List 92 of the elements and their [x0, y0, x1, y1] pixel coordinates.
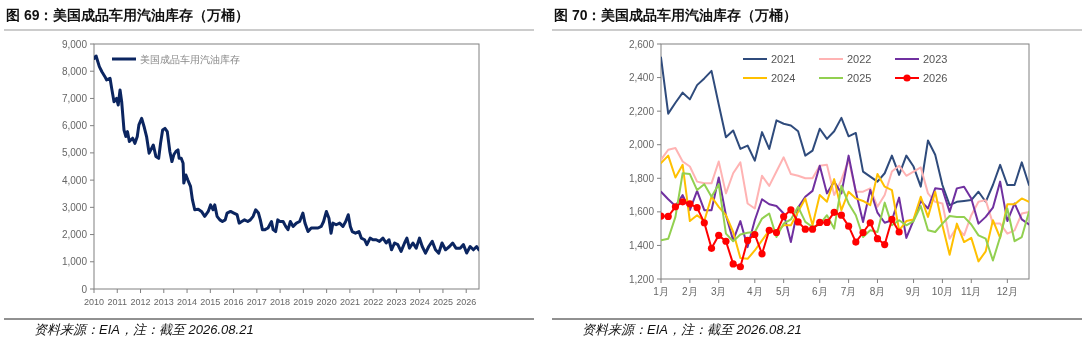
- point: [823, 218, 831, 227]
- legend: 美国成品车用汽油库存: [112, 54, 240, 65]
- point: [845, 222, 853, 230]
- y-tick-label: 1,400: [628, 239, 655, 251]
- legend-label: 2025: [847, 72, 872, 84]
- point: [772, 228, 781, 237]
- legend-label: 2026: [923, 72, 948, 84]
- x-tick-label: 2016: [223, 297, 244, 307]
- x-tick-label: 2013: [153, 297, 174, 307]
- point: [765, 226, 773, 234]
- x-tick-label: 4月: [747, 286, 763, 297]
- point: [859, 228, 867, 237]
- x-tick-label: 2021: [339, 297, 360, 307]
- x-tick-label: 8月: [869, 286, 886, 297]
- y-tick-label: 1,800: [628, 172, 655, 184]
- y-tick-label: 2,600: [628, 38, 655, 50]
- point: [729, 260, 737, 268]
- text: 资料来源：EIA，注：截至 2026.08.21: [34, 322, 254, 337]
- legend-label: 2024: [771, 72, 796, 84]
- x-tick-label: 5月: [775, 286, 792, 297]
- x-tick-label: 2026: [456, 297, 477, 307]
- point: [794, 218, 802, 226]
- x-tick-label: 2014: [177, 297, 198, 307]
- y-tick-label: 6,000: [61, 120, 88, 132]
- y-tick-label: 1,600: [628, 206, 655, 218]
- y-tick-label: 1,200: [628, 273, 655, 285]
- legend-label: 2022: [847, 53, 872, 65]
- point: [743, 236, 752, 244]
- point: [830, 208, 838, 216]
- point: [751, 230, 759, 239]
- legend-label: 2023: [923, 53, 948, 65]
- point: [852, 238, 860, 246]
- point: [866, 219, 874, 227]
- point: [808, 225, 817, 233]
- x-tick-label: 2025: [432, 297, 453, 307]
- point: [722, 237, 730, 245]
- chart-title: 图 69：美国成品车用汽油库存（万桶）: [6, 7, 250, 23]
- point: [881, 240, 889, 249]
- y-tick-label: 8,000: [61, 65, 88, 77]
- y-tick-label: 3,000: [61, 201, 88, 213]
- x-tick-label: 2018: [270, 297, 291, 307]
- x-tick-label: 2023: [386, 297, 407, 307]
- point: [671, 203, 680, 211]
- text: 资料来源：EIA，注：截至 2026.08.21: [582, 322, 802, 337]
- point: [736, 263, 744, 271]
- point: [686, 200, 694, 208]
- y-tick-label: 2,400: [628, 72, 655, 84]
- point: [780, 212, 788, 221]
- point: [816, 218, 824, 227]
- point: [693, 204, 701, 212]
- x-tick-label: 2024: [409, 297, 430, 307]
- y-tick-label: 5,000: [61, 147, 88, 159]
- legend-label: 美国成品车用汽油库存: [140, 54, 240, 65]
- x-tick-label: 2010: [83, 297, 105, 307]
- x-tick-label: 11月: [961, 286, 982, 297]
- point: [715, 231, 723, 239]
- x-tick-label: 2012: [130, 297, 151, 307]
- y-tick-label: 2,000: [628, 139, 655, 151]
- x-tick-label: 2015: [200, 297, 221, 307]
- y-tick-label: 2,200: [628, 105, 655, 117]
- x-tick-label: 2017: [246, 297, 267, 307]
- x-tick-label: 9月: [905, 286, 922, 297]
- point: [873, 235, 882, 243]
- x-tick-label: 2020: [316, 297, 337, 307]
- x-tick-label: 2月: [682, 286, 698, 297]
- point: [801, 225, 809, 233]
- x-tick-label: 10月: [931, 286, 953, 297]
- y-tick-label: 7,000: [61, 92, 88, 104]
- y-tick-label: 4,000: [61, 174, 88, 186]
- chart-title: 图 70：美国成品车用汽油库存（万桶）: [554, 7, 798, 23]
- x-tick-label: 12月: [996, 286, 1018, 297]
- x-tick-label: 2022: [363, 297, 384, 307]
- y-tick-label: 2,000: [61, 229, 88, 241]
- x-tick-label: 6月: [811, 286, 828, 297]
- y-tick-label: 0: [81, 283, 88, 295]
- x-tick-label: 3月: [710, 286, 727, 297]
- point: [700, 219, 708, 227]
- x-tick-label: 7月: [840, 286, 857, 297]
- legend-label: 2021: [771, 53, 796, 65]
- point: [837, 211, 845, 219]
- point: [888, 215, 896, 224]
- point: [664, 212, 672, 220]
- point: [787, 206, 795, 214]
- x-tick-label: 2011: [107, 297, 127, 307]
- point: [758, 250, 766, 258]
- point: [679, 198, 687, 206]
- point: [707, 244, 716, 252]
- y-tick-label: 9,000: [61, 38, 88, 50]
- x-tick-label: 1月: [653, 286, 669, 297]
- y-tick-label: 1,000: [61, 256, 88, 268]
- point: [895, 228, 903, 236]
- x-tick-label: 2019: [293, 297, 314, 307]
